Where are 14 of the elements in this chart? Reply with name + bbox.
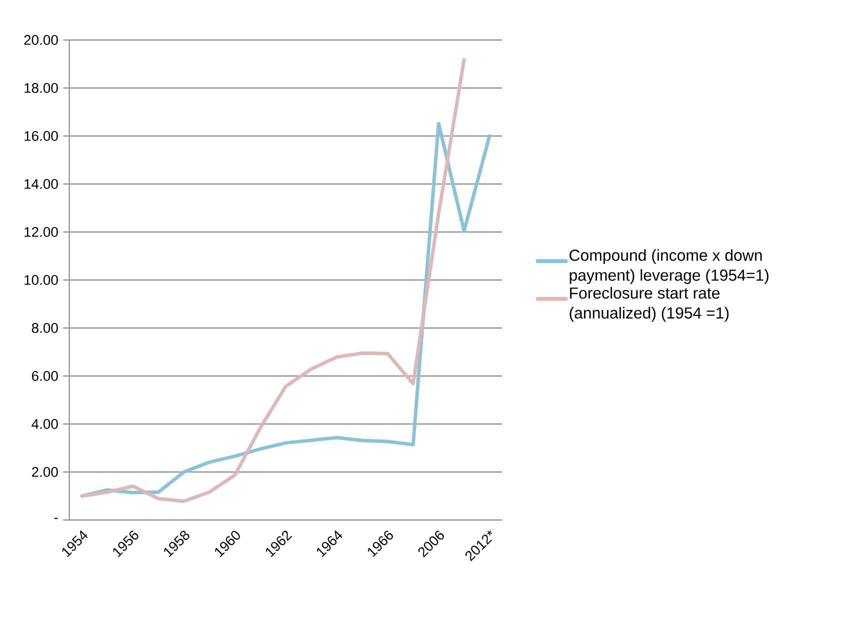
y-tick-label: 6.00 [32,371,58,381]
y-tick-label: 16.00 [24,131,58,141]
y-tick-label: 12.00 [24,227,58,237]
legend-label: Foreclosure start rate (annualized) (1954 =1) [570,286,729,322]
y-tick-label: 18.00 [24,83,58,93]
y-tick-label: 20.00 [24,35,58,45]
y-tick-label: 14.00 [24,179,58,189]
y-tick-label: 4.00 [32,419,58,429]
y-tick-label: 2.00 [32,467,58,477]
line-series [80,58,466,504]
legend-label: Compound (income x down payment) leverage (1954=1) [570,249,768,284]
y-tick-label: - [54,518,58,519]
y-tick-label: 8.00 [32,323,58,333]
y-tick-label: 10.00 [24,275,58,285]
